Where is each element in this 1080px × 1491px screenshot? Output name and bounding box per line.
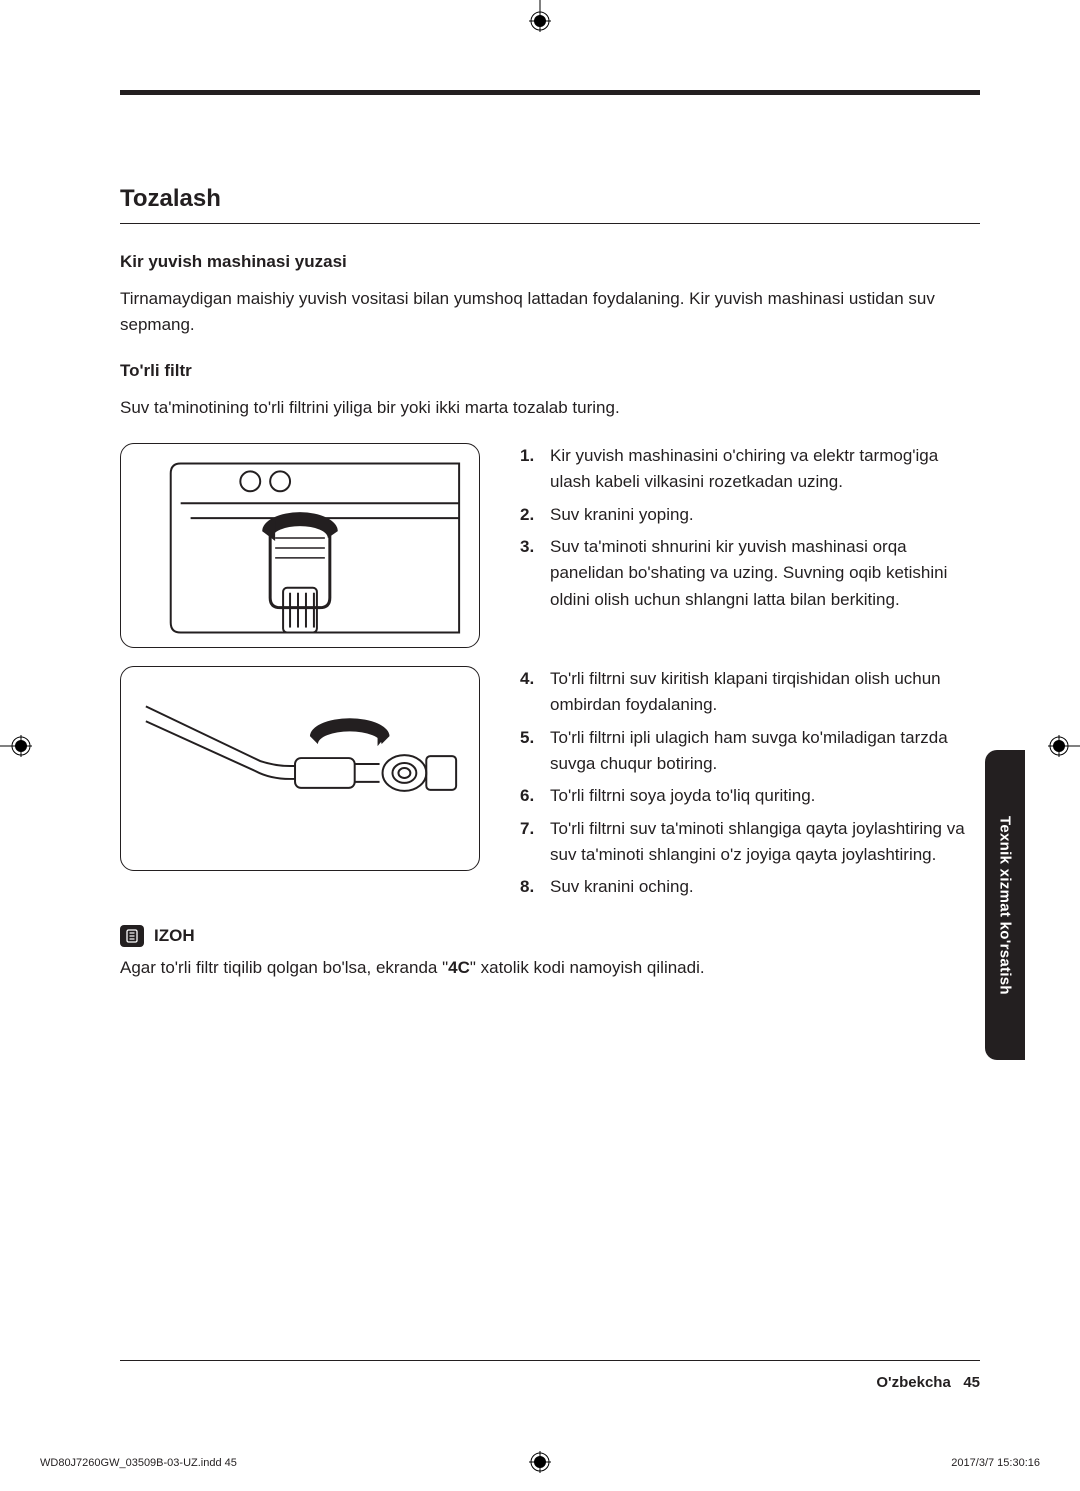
- page-content: Tozalash Kir yuvish mashinasi yuzasi Tir…: [120, 90, 980, 1003]
- registration-mark: [1048, 735, 1070, 757]
- note-text-part: " xatolik kodi namoyish qilinadi.: [470, 958, 705, 977]
- note-label: IZOH: [154, 926, 195, 946]
- note-icon: [120, 925, 144, 947]
- step-text: Suv ta'minoti shnurini kir yuvish mashin…: [550, 537, 947, 609]
- step-item: 1.Kir yuvish mashinasini o'chiring va el…: [520, 443, 980, 496]
- footer-meta-left: WD80J7260GW_03509B-03-UZ.indd 45: [40, 1457, 237, 1469]
- figure-row-2: 4.To'rli filtrni suv kiritish klapani ti…: [120, 666, 980, 907]
- step-item: 8.Suv kranini oching.: [520, 874, 980, 900]
- step-item: 7.To'rli filtrni suv ta'minoti shlangiga…: [520, 816, 980, 869]
- registration-mark: [529, 10, 551, 32]
- step-item: 3.Suv ta'minoti shnurini kir yuvish mash…: [520, 534, 980, 613]
- footer-meta-right: 2017/3/7 15:30:16: [951, 1457, 1040, 1469]
- figure-hose-remove: [120, 443, 480, 648]
- error-code: 4C: [448, 958, 470, 977]
- registration-mark: [529, 1451, 551, 1473]
- step-item: 6.To'rli filtrni soya joyda to'liq qurit…: [520, 783, 980, 809]
- steps-column-b: 4.To'rli filtrni suv kiritish klapani ti…: [520, 666, 980, 907]
- footer-lang: O'zbekcha: [876, 1374, 950, 1391]
- footer-rule: [120, 1360, 980, 1362]
- header-rule: [120, 90, 980, 95]
- note-text-part: Agar to'rli filtr tiqilib qolgan bo'lsa,…: [120, 958, 448, 977]
- figure-filter-remove: [120, 666, 480, 871]
- subheading-filter: To'rli filtr: [120, 361, 980, 381]
- subheading-surface: Kir yuvish mashinasi yuzasi: [120, 252, 980, 272]
- note-heading: IZOH: [120, 925, 980, 947]
- step-text: Suv kranini yoping.: [550, 505, 694, 524]
- footer-page: 45: [963, 1374, 980, 1391]
- steps-column-a: 1.Kir yuvish mashinasini o'chiring va el…: [520, 443, 980, 648]
- step-item: 5.To'rli filtrni ipli ulagich ham suvga …: [520, 725, 980, 778]
- step-text: To'rli filtrni ipli ulagich ham suvga ko…: [550, 728, 948, 773]
- step-text: To'rli filtrni suv kiritish klapani tirq…: [550, 669, 941, 714]
- body-text: Tirnamaydigan maishiy yuvish vositasi bi…: [120, 286, 980, 339]
- step-item: 4.To'rli filtrni suv kiritish klapani ti…: [520, 666, 980, 719]
- step-item: 2.Suv kranini yoping.: [520, 502, 980, 528]
- footer-text: O'zbekcha 45: [876, 1374, 980, 1391]
- note-text: Agar to'rli filtr tiqilib qolgan bo'lsa,…: [120, 955, 980, 981]
- step-text: To'rli filtrni suv ta'minoti shlangiga q…: [550, 819, 965, 864]
- side-tab-label: Texnik xizmat ko'rsatish: [997, 816, 1014, 995]
- section-title: Tozalash: [120, 185, 980, 224]
- registration-mark: [10, 735, 32, 757]
- step-text: Suv kranini oching.: [550, 877, 694, 896]
- body-text: Suv ta'minotining to'rli filtrini yiliga…: [120, 395, 980, 421]
- step-text: Kir yuvish mashinasini o'chiring va elek…: [550, 446, 938, 491]
- step-text: To'rli filtrni soya joyda to'liq quritin…: [550, 786, 815, 805]
- figure-row-1: 1.Kir yuvish mashinasini o'chiring va el…: [120, 443, 980, 648]
- side-tab: Texnik xizmat ko'rsatish: [985, 750, 1025, 1060]
